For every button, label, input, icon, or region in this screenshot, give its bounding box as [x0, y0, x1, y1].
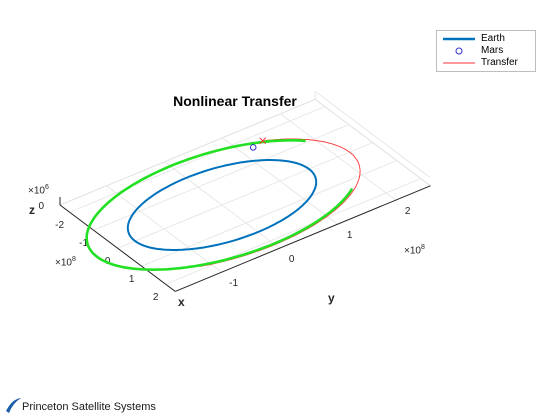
legend-label-transfer: Transfer: [481, 57, 518, 68]
series-transfer-trace: [85, 139, 354, 272]
x-axis-label: x: [178, 295, 185, 309]
transfer-start-marker: [259, 137, 267, 145]
data-series: [85, 137, 361, 272]
y-tick-label: 0: [289, 254, 295, 265]
y-tick-label: 1: [347, 230, 353, 241]
series-mars-marker: [249, 144, 257, 151]
legend: Earth Mars Transfer: [436, 30, 536, 72]
z-tick-label: 0: [38, 201, 44, 212]
x-axis-line: [59, 204, 176, 292]
legend-label-mars: Mars: [481, 45, 504, 56]
grid-line-x: [93, 124, 349, 231]
grid-line-x: [141, 160, 397, 267]
grid-line-x: [165, 178, 421, 285]
chart-title: Nonlinear Transfer: [173, 93, 297, 109]
legend-entry-transfer: Transfer: [437, 57, 535, 69]
grid-line-x: [69, 106, 325, 213]
z-axis-label: z: [29, 203, 35, 217]
series-earth-line: [126, 159, 318, 251]
y-axis-label: y: [328, 291, 335, 305]
legend-entry-earth: Earth: [437, 33, 535, 45]
grid-line-y: [222, 137, 338, 225]
grid-line-y: [280, 113, 396, 201]
axes: [59, 185, 431, 292]
x-exponent-label: ×108: [55, 256, 76, 269]
grid-line-x: [117, 142, 373, 249]
logo-text: Princeton Satellite Systems: [22, 401, 156, 413]
x-tick-label: 2: [153, 292, 159, 303]
y-tick-label: 2: [405, 206, 411, 217]
x-tick-label: -1: [79, 238, 88, 249]
swoosh-icon: [6, 398, 21, 413]
x-tick-label: -2: [55, 220, 64, 231]
legend-swatch-mars: [455, 47, 463, 55]
legend-swatch-transfer: [443, 62, 475, 64]
x-tick-label: 1: [129, 274, 135, 285]
grid: [58, 91, 432, 292]
legend-entry-mars: Mars: [437, 45, 535, 57]
y-exponent-label: ×108: [404, 244, 425, 257]
y-tick-label: -1: [229, 278, 238, 289]
legend-swatch-earth: [443, 37, 475, 41]
grid-line-y: [106, 185, 222, 273]
company-logo: Princeton Satellite Systems: [4, 395, 204, 417]
y-axis-line: [175, 185, 431, 292]
back-wall-line: [314, 91, 431, 179]
grid-line-y: [164, 161, 280, 249]
legend-label-earth: Earth: [481, 33, 505, 44]
z-exponent-label: ×106: [28, 184, 49, 197]
